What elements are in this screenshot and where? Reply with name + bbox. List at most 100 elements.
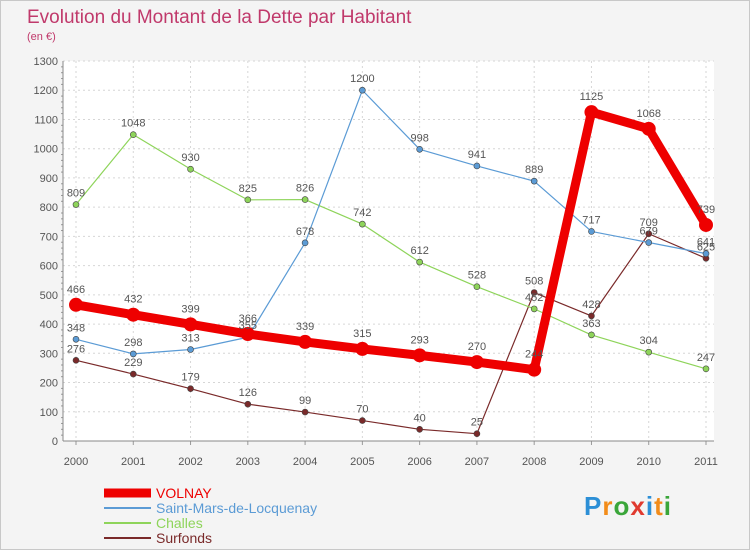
data-label: 809 — [67, 188, 85, 200]
data-point — [359, 220, 366, 228]
x-tick-label: 2006 — [407, 456, 431, 468]
data-point — [301, 196, 309, 203]
x-tick-label: 2002 — [178, 456, 202, 468]
data-point — [244, 400, 252, 408]
logo-letter: i — [663, 491, 672, 521]
data-label: 825 — [239, 183, 257, 195]
data-point — [588, 312, 595, 320]
y-tick-label: 1000 — [34, 144, 58, 156]
chart-title: Evolution du Montant de la Dette par Hab… — [27, 7, 412, 28]
x-tick-label: 2004 — [293, 456, 317, 468]
x-tick-label: 2011 — [694, 456, 718, 468]
logo-letter: r — [602, 491, 614, 521]
plot-area — [63, 61, 714, 441]
data-point — [645, 348, 653, 356]
data-point — [527, 362, 542, 377]
series-line — [75, 89, 707, 355]
data-label: 432 — [124, 294, 142, 306]
y-tick-label: 600 — [40, 261, 58, 273]
x-tick-label: 2007 — [465, 456, 489, 468]
data-label: 528 — [468, 270, 486, 282]
data-label: 348 — [67, 322, 85, 334]
data-label: 452 — [525, 292, 543, 304]
data-point — [416, 258, 423, 266]
data-point — [412, 348, 427, 363]
y-tick-label: 900 — [40, 173, 58, 185]
data-label: 229 — [124, 357, 142, 369]
data-point — [183, 317, 198, 332]
data-point — [645, 230, 653, 238]
data-label: 742 — [353, 207, 371, 219]
data-label: 25 — [471, 417, 483, 429]
data-label: 889 — [525, 164, 543, 176]
data-point — [584, 105, 599, 120]
y-tick-label: 100 — [40, 407, 58, 419]
legend-label: Challes — [156, 515, 203, 531]
data-point — [416, 426, 423, 433]
data-point — [69, 297, 83, 312]
series-surfonds — [72, 230, 710, 437]
data-label: 313 — [181, 333, 199, 345]
data-point — [301, 239, 309, 247]
data-label: 1068 — [636, 108, 660, 120]
y-tick-label: 700 — [40, 231, 58, 243]
series-volnay — [69, 105, 713, 377]
data-point — [702, 365, 710, 373]
x-tick-label: 2010 — [636, 456, 660, 468]
logo-letter: t — [654, 491, 664, 521]
data-point — [530, 305, 538, 313]
data-label: 355 — [239, 320, 257, 332]
data-point — [359, 417, 366, 424]
data-point — [645, 239, 653, 246]
data-point — [588, 228, 595, 235]
data-point — [469, 355, 484, 370]
data-point — [187, 385, 194, 392]
chart-subtitle: (en €) — [27, 31, 56, 43]
series-line — [75, 134, 707, 370]
data-label: 339 — [296, 321, 314, 333]
data-label: 739 — [697, 204, 715, 216]
data-point — [699, 217, 713, 232]
data-label: 508 — [525, 276, 543, 288]
x-tick-label: 2009 — [579, 456, 603, 468]
y-tick-label: 800 — [40, 202, 58, 214]
data-point — [72, 357, 80, 364]
data-label: 678 — [296, 226, 314, 238]
data-label: 826 — [296, 183, 314, 195]
data-point — [530, 177, 538, 185]
data-point — [244, 196, 252, 204]
data-label: 625 — [697, 241, 715, 253]
data-label: 941 — [468, 149, 486, 161]
y-tick-label: 0 — [52, 436, 58, 448]
logo-letter: o — [613, 491, 631, 521]
legend-label: Saint-Mars-de-Locquenay — [156, 500, 317, 516]
x-tick-label: 2008 — [522, 456, 546, 468]
data-label: 998 — [410, 132, 428, 144]
series-line — [75, 233, 707, 435]
data-label: 293 — [410, 334, 428, 346]
data-point — [588, 331, 595, 339]
data-label: 276 — [67, 343, 85, 355]
data-label: 641 — [697, 237, 715, 249]
data-label: 304 — [640, 335, 658, 347]
data-point — [473, 162, 481, 170]
data-label: 179 — [181, 372, 199, 384]
data-point — [72, 335, 80, 343]
data-label: 428 — [582, 299, 600, 311]
x-tick-label: 2003 — [236, 456, 260, 468]
data-point — [126, 307, 141, 322]
data-point — [473, 283, 481, 290]
data-label: 70 — [356, 404, 368, 416]
data-label: 1125 — [580, 91, 604, 103]
data-point — [187, 165, 194, 173]
x-tick-label: 2000 — [64, 456, 88, 468]
data-point — [416, 145, 423, 153]
data-point — [359, 86, 366, 94]
data-label: 40 — [414, 412, 426, 424]
data-label: 930 — [181, 152, 199, 164]
data-label: 363 — [582, 318, 600, 330]
data-point — [72, 201, 80, 208]
data-point — [129, 131, 137, 138]
data-label: 244 — [525, 349, 543, 361]
